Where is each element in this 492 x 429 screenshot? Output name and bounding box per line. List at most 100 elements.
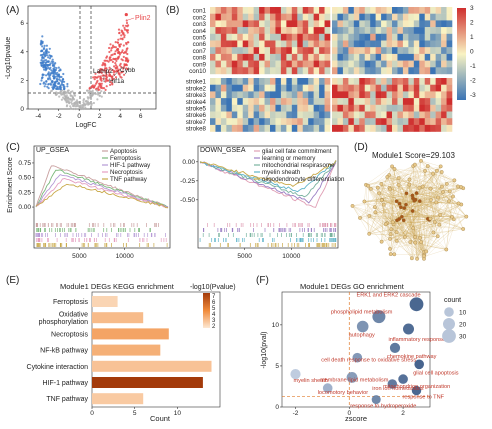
- heatmap-cell: [210, 111, 216, 119]
- heatmap-cell: [324, 13, 331, 21]
- heatmap-cell: [402, 104, 409, 112]
- heatmap-cell: [364, 13, 371, 21]
- network-edge: [383, 195, 413, 205]
- heatmap-cell: [286, 84, 293, 92]
- heatmap-cell: [386, 47, 393, 55]
- heatmap-cell: [286, 111, 293, 119]
- network-edge: [430, 166, 441, 219]
- kegg-bar: [92, 360, 212, 372]
- network-node: [435, 168, 439, 173]
- heatmap-cell: [430, 20, 436, 28]
- heatmap-cell: [237, 60, 244, 68]
- volcano-point: [102, 62, 105, 65]
- heatmap-cell: [386, 98, 393, 105]
- network-edge: [364, 184, 367, 202]
- volcano-point: [93, 78, 96, 81]
- go-point-label: locomotory behavior: [318, 390, 369, 396]
- heatmap-cell: [291, 104, 298, 112]
- heatmap-cell: [375, 124, 382, 132]
- heatmap-cell: [332, 13, 338, 21]
- heatmap-cell: [332, 47, 338, 55]
- volcano-point: [40, 41, 43, 44]
- network-edge: [396, 204, 462, 242]
- heatmap-cell: [375, 13, 382, 21]
- heatmap-cell: [435, 78, 442, 85]
- network-node: [425, 164, 430, 168]
- heatmap-cell: [424, 67, 431, 75]
- heatmap-cell: [313, 13, 320, 21]
- volcano-point: [64, 98, 67, 101]
- heatmap-cell: [297, 78, 304, 85]
- volcano-point: [125, 64, 128, 67]
- volcano-point: [45, 52, 48, 55]
- volcano-point: [108, 46, 111, 50]
- heatmap-cell: [435, 124, 442, 132]
- heatmap-cell: [297, 7, 304, 14]
- heatmap-cell: [270, 118, 276, 126]
- heatmap-cell: [381, 91, 387, 99]
- volcano-point: [117, 56, 120, 59]
- volcano-point: [105, 75, 108, 78]
- heatmap-cell: [359, 118, 366, 126]
- volcano-point: [47, 56, 50, 59]
- heatmap-cell: [435, 98, 442, 105]
- heatmap-cell: [424, 40, 431, 48]
- volcano-point: [91, 84, 95, 87]
- network-edge: [391, 229, 418, 259]
- heatmap-cell: [259, 33, 265, 41]
- volcano-plot: -Log10pvalue LogFC -4 -2 0 2 4 6 0 2 4 6 Plin2 C…: [5, 5, 157, 129]
- go-point-label: phospholipid metabolism: [331, 310, 393, 316]
- network-edge: [396, 170, 437, 221]
- network-node: [395, 218, 399, 223]
- go-size-legend-title: count: [444, 297, 461, 304]
- volcano-point: [59, 68, 62, 71]
- heatmap-cell: [253, 40, 260, 48]
- volcano-point: [55, 87, 59, 91]
- network-edge: [414, 164, 467, 217]
- gsea-down-y-tick: 0.00: [182, 159, 195, 166]
- heatmap-cell: [308, 20, 314, 28]
- heatmap-cell: [370, 60, 376, 68]
- heatmap-cell: [342, 78, 349, 85]
- volcano-point: [114, 62, 117, 65]
- heatmap-cell: [264, 91, 271, 99]
- heatmap-cell: [441, 27, 447, 34]
- volcano-point: [114, 76, 118, 79]
- heatmap-cell: [359, 60, 366, 68]
- heatmap-cell: [259, 91, 265, 99]
- heatmap-cell: [242, 98, 249, 105]
- heatmap-cell: [319, 20, 325, 28]
- volcano-point: [67, 89, 70, 92]
- heatmap-cell: [397, 7, 404, 14]
- panel-label-c: (C): [6, 142, 20, 153]
- heatmap-cell: [297, 33, 304, 41]
- go-point-label: response to hydroperoxide: [350, 404, 416, 410]
- kegg-bar: [92, 328, 169, 340]
- volcano-point: [71, 95, 74, 98]
- heatmap-cell: [441, 67, 447, 75]
- heatmap-cell: [342, 33, 349, 41]
- heatmap-cell: [419, 78, 426, 85]
- heatmap-cell: [226, 78, 233, 85]
- network-edge: [413, 227, 447, 250]
- heatmap-cell: [231, 27, 238, 34]
- heatmap-cell: [248, 98, 254, 105]
- heatmap-cell: [435, 91, 442, 99]
- network-edge: [392, 166, 440, 225]
- heatmap-cell: [413, 53, 420, 61]
- kegg-legend-tick: 3: [212, 318, 216, 324]
- heatmap-cell: [402, 40, 409, 48]
- heatmap-cell: [215, 91, 222, 99]
- heatmap-cell: [248, 20, 254, 28]
- heatmap-cell: [353, 60, 360, 68]
- heatmap-cell: [424, 20, 431, 28]
- heatmap-cell: [286, 78, 293, 85]
- heatmap-cell: [226, 40, 233, 48]
- volcano-point: [59, 92, 62, 95]
- heatmap-cell: [291, 40, 298, 48]
- heatmap-cell: [337, 91, 344, 99]
- heatmap-cell: [280, 27, 287, 34]
- heatmap-cell: [253, 124, 260, 132]
- heatmap-cell: [313, 20, 320, 28]
- go-point: [398, 374, 408, 384]
